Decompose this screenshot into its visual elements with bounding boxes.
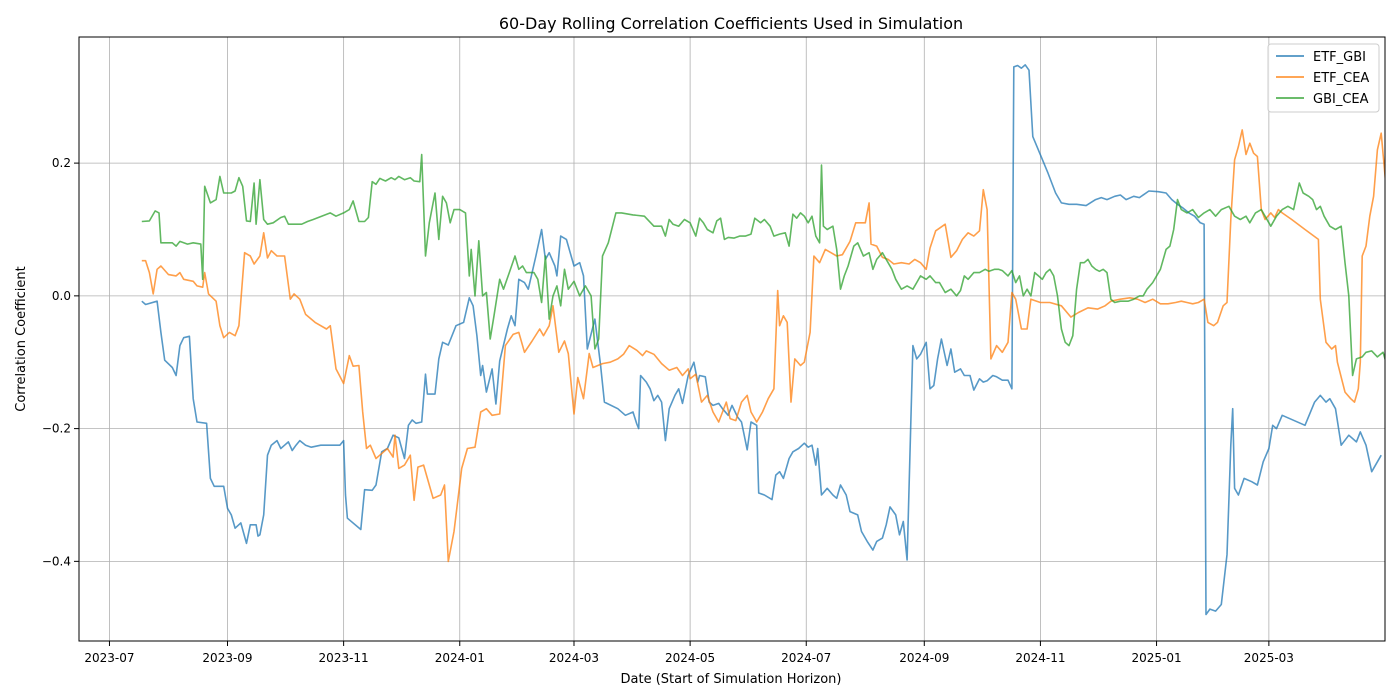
- y-tick-label: −0.2: [42, 422, 71, 436]
- x-tick-label: 2024-11: [1015, 651, 1065, 665]
- y-axis-label: Correlation Coefficient: [14, 266, 29, 412]
- x-tick-label: 2024-07: [781, 651, 831, 665]
- series-lines: [141, 64, 1385, 616]
- chart-title: 60-Day Rolling Correlation Coefficients …: [499, 14, 963, 33]
- series-line-gbi-cea: [141, 153, 1385, 377]
- legend: ETF_GBI ETF_CEA GBI_CEA: [1267, 43, 1380, 113]
- legend-label: GBI_CEA: [1313, 92, 1369, 107]
- plot-area: [141, 64, 1385, 616]
- x-tick-label: 2023-09: [202, 651, 252, 665]
- y-tick-label: 0.0: [52, 289, 71, 303]
- legend-label: ETF_CEA: [1313, 71, 1369, 86]
- y-axis-ticks: −0.4 −0.2 0.0 0.2: [42, 156, 79, 568]
- series-line-etf-gbi: [141, 64, 1382, 616]
- x-tick-label: 2025-03: [1244, 651, 1294, 665]
- x-tick-label: 2024-01: [435, 651, 485, 665]
- series-line-etf-cea: [141, 129, 1385, 563]
- x-axis-label: Date (Start of Simulation Horizon): [621, 672, 842, 687]
- legend-label: ETF_GBI: [1313, 50, 1366, 65]
- x-tick-label: 2025-01: [1131, 651, 1181, 665]
- y-tick-label: 0.2: [52, 156, 71, 170]
- x-tick-label: 2023-07: [84, 651, 134, 665]
- legend-box: [1267, 43, 1380, 113]
- x-tick-label: 2024-09: [899, 651, 949, 665]
- x-axis-ticks: 2023-07 2023-09 2023-11 2024-01 2024-03 2024-…: [84, 641, 1294, 665]
- plot-frame: [78, 36, 1386, 642]
- x-tick-label: 2023-11: [319, 651, 369, 665]
- y-tick-label: −0.4: [42, 554, 71, 568]
- x-tick-label: 2024-03: [549, 651, 599, 665]
- x-tick-label: 2024-05: [665, 651, 715, 665]
